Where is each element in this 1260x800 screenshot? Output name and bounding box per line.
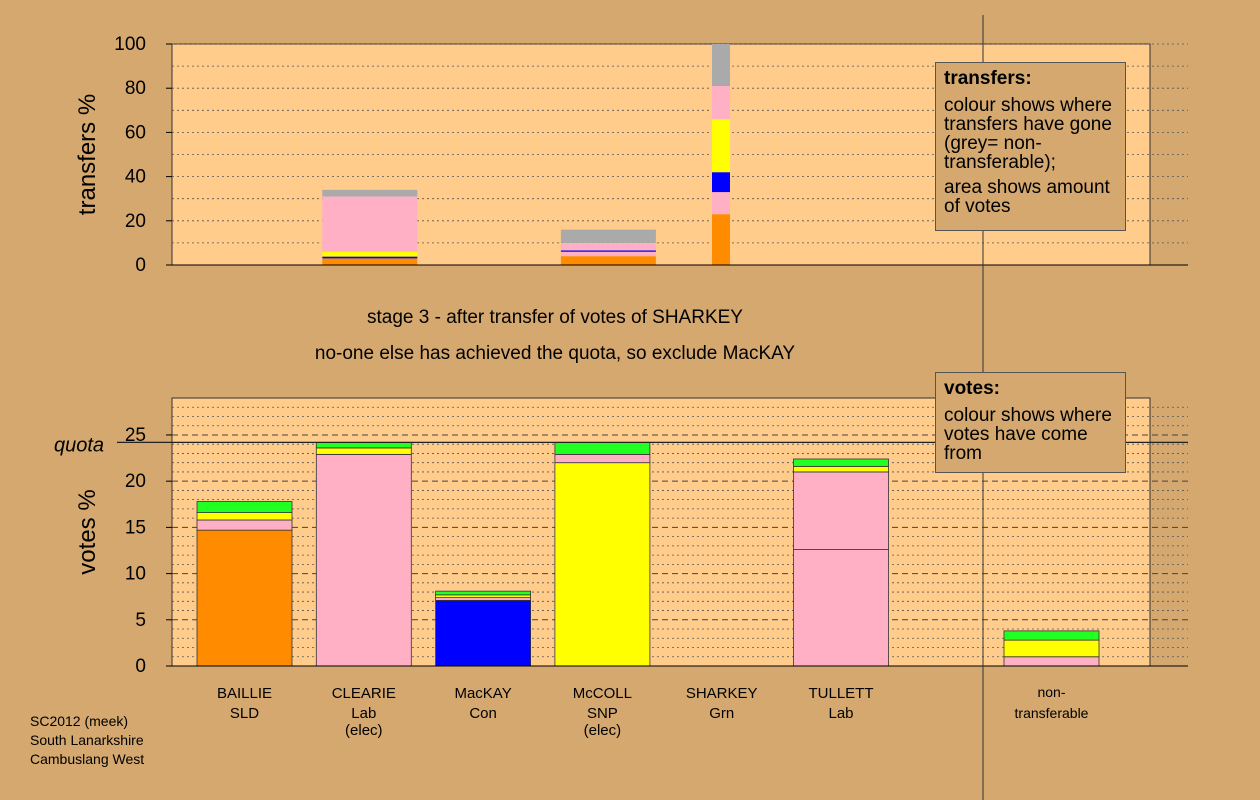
transfer-segment xyxy=(322,256,418,259)
vote-segment xyxy=(793,549,889,667)
top-ytick-label: 60 xyxy=(125,122,146,143)
vote-segment xyxy=(435,590,532,596)
bottom-ytick-label: 10 xyxy=(125,564,146,585)
bottom-ytick-label: 5 xyxy=(135,610,146,631)
transfer-segment xyxy=(560,242,656,251)
candidate-party: Lab xyxy=(351,705,376,722)
transfer-segment xyxy=(560,251,656,257)
candidate-party: Con xyxy=(469,705,497,722)
candidate-name: SHARKEY xyxy=(686,685,758,702)
candidate-name: TULLETT xyxy=(808,685,873,702)
transfer-segment xyxy=(712,214,730,265)
footer-ward: Cambuslang West xyxy=(30,751,145,767)
votes-legend: votes: colour shows where votes have com… xyxy=(935,372,1126,473)
top-ytick-label: 80 xyxy=(125,78,146,99)
quota-label: quota xyxy=(54,434,104,456)
vote-segment xyxy=(435,594,532,599)
vote-segment xyxy=(554,462,651,667)
vote-segment xyxy=(554,441,651,455)
votes-legend-text: colour shows where votes have come from xyxy=(944,405,1112,464)
vote-segment xyxy=(435,597,532,601)
nontransferable-label-line2: transferable xyxy=(1015,705,1089,721)
vote-segment xyxy=(196,519,293,531)
top-ytick-label: 100 xyxy=(114,34,146,55)
vote-segment xyxy=(435,599,532,667)
transfer-segment xyxy=(322,196,418,252)
candidate-party: Grn xyxy=(709,705,734,722)
candidate-name: BAILLIE xyxy=(217,685,272,702)
candidate-status: (elec) xyxy=(584,722,622,739)
vote-segment xyxy=(315,447,412,455)
footer-council: South Lanarkshire xyxy=(30,732,144,748)
candidate-name: CLEARIE xyxy=(332,685,396,702)
exclusion-note: no-one else has achieved the quota, so e… xyxy=(314,343,796,364)
bottom-ytick-label: 20 xyxy=(125,471,146,492)
candidate-party: Lab xyxy=(828,705,853,722)
transfers-legend-title: transfers: xyxy=(944,68,1032,89)
top-ylabel: transfers % xyxy=(74,94,101,215)
bottom-ylabel: votes % xyxy=(74,489,101,574)
footer-info: SC2012 (meek) South Lanarkshire Cambusla… xyxy=(30,712,144,769)
vote-segment xyxy=(793,458,889,467)
transfers-legend-text: colour shows where transfers have gone (… xyxy=(944,95,1112,173)
transfer-segment xyxy=(560,229,656,243)
top-ytick-label: 40 xyxy=(125,167,146,188)
vote-segment xyxy=(793,471,889,550)
top-ytick-label: 20 xyxy=(125,211,146,232)
bottom-ytick-label: 0 xyxy=(135,656,146,677)
bottom-ytick-label: 25 xyxy=(125,425,146,446)
vote-segment xyxy=(315,453,412,667)
vote-segment xyxy=(196,501,293,513)
transfer-segment xyxy=(712,192,730,215)
nontransferable-segment xyxy=(1003,630,1100,641)
transfer-segment xyxy=(560,256,656,265)
transfer-segment xyxy=(712,172,730,193)
bottom-ytick-label: 15 xyxy=(125,517,146,538)
candidate-party: SLD xyxy=(230,705,259,722)
transfer-segment xyxy=(322,258,418,265)
candidate-name: McCOLL xyxy=(573,685,632,702)
candidate-status: (elec) xyxy=(345,722,383,739)
candidate-party: SNP xyxy=(587,705,618,722)
vote-segment xyxy=(554,453,651,464)
nontransferable-segment xyxy=(1003,639,1100,658)
nontransferable-segment xyxy=(1003,656,1100,667)
footer-election: SC2012 (meek) xyxy=(30,713,129,729)
votes-legend-title: votes: xyxy=(944,378,1000,399)
transfer-segment xyxy=(712,44,730,86)
transfer-segment xyxy=(322,189,418,197)
transfer-segment xyxy=(712,119,730,173)
vote-segment xyxy=(315,441,412,449)
top-ytick-label: 0 xyxy=(135,255,146,276)
vote-segment xyxy=(793,465,889,473)
stage-description: stage 3 - after transfer of votes of SHA… xyxy=(367,307,743,328)
nontransferable-label: non- xyxy=(1037,684,1065,700)
transfers-legend: transfers: colour shows where transfers … xyxy=(935,62,1126,231)
candidate-name: MacKAY xyxy=(454,685,511,702)
transfers-legend-area-text: area shows amount of votes xyxy=(944,177,1110,217)
vote-segment xyxy=(196,529,293,667)
vote-segment xyxy=(196,512,293,521)
transfer-segment xyxy=(560,250,656,252)
transfer-segment xyxy=(712,85,730,120)
transfer-segment xyxy=(322,251,418,257)
